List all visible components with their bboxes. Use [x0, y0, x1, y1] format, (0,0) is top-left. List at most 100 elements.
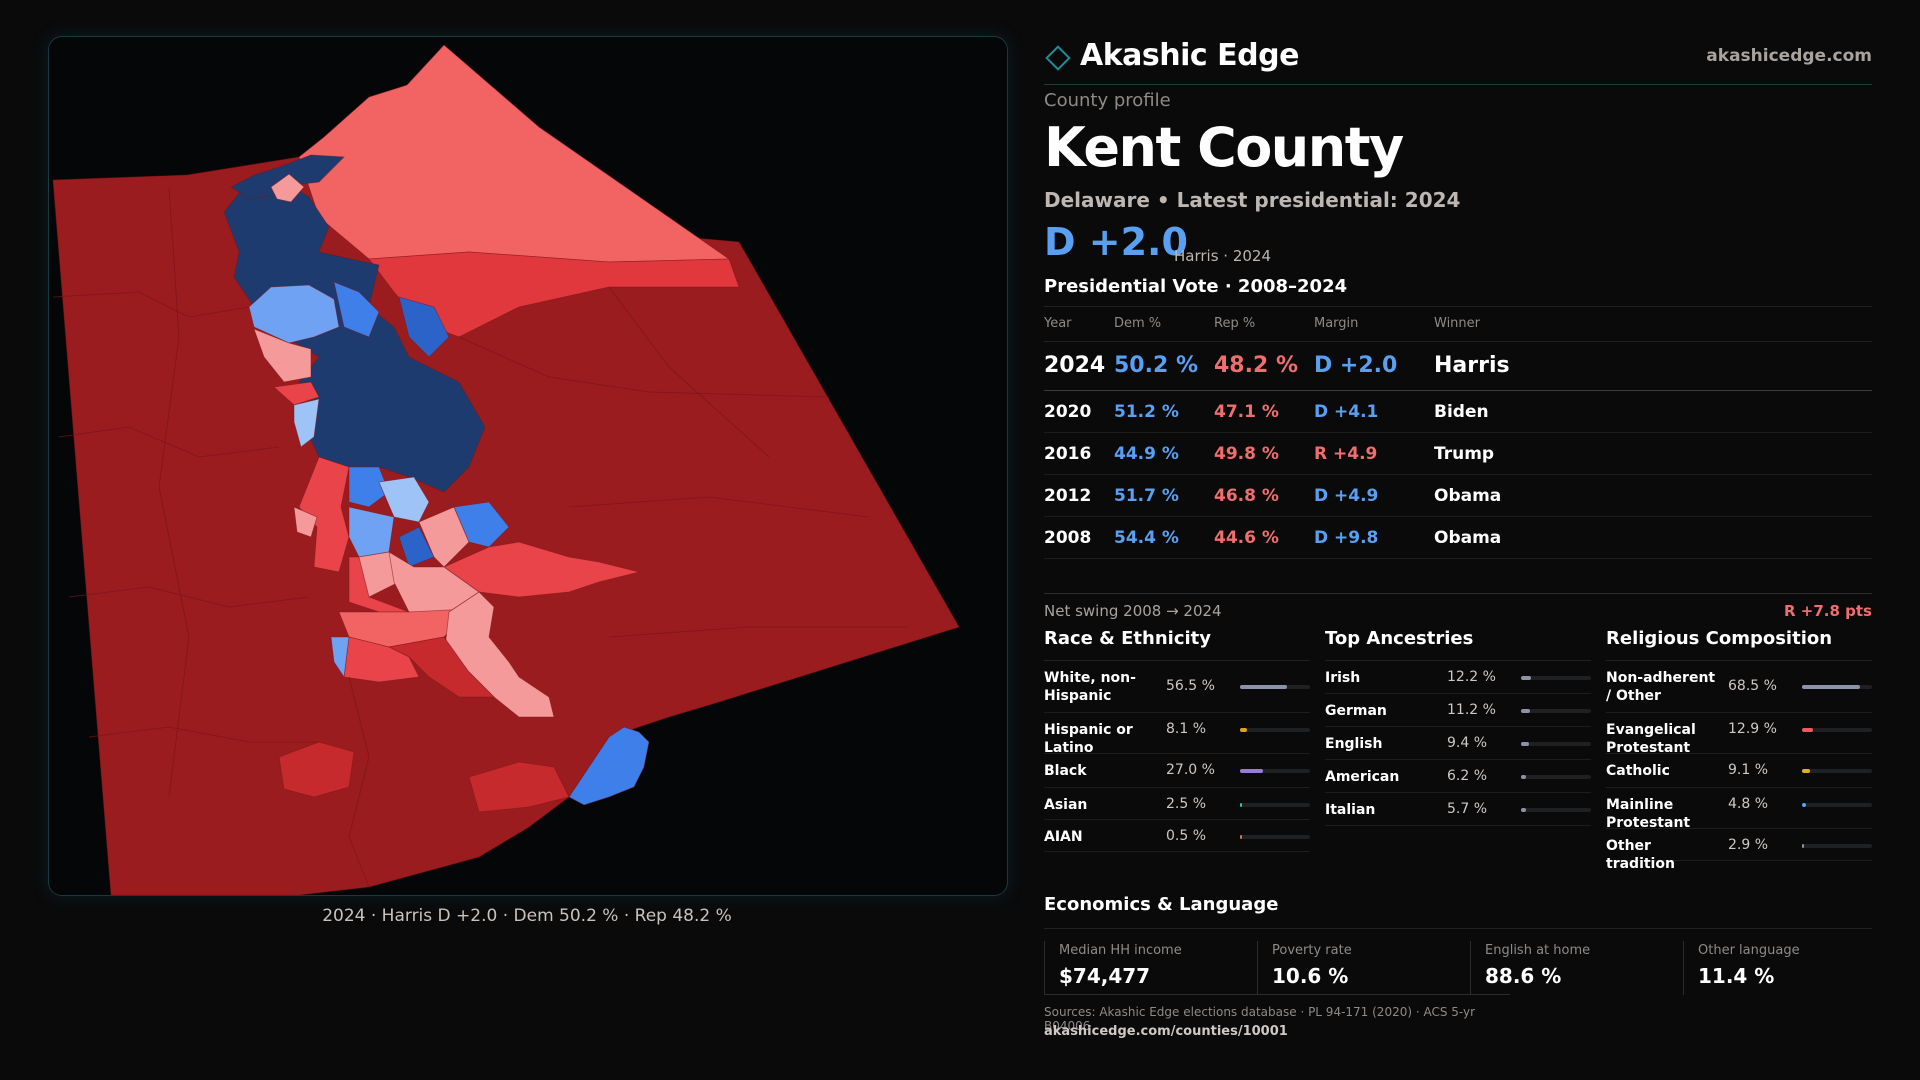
religion-pct: 2.9 % — [1728, 837, 1769, 853]
religion-bar-fill — [1802, 728, 1813, 732]
race-pct: 0.5 % — [1166, 828, 1207, 844]
ancestry-bar — [1521, 808, 1591, 812]
economics-section: Median HH income $74,477 Poverty rate 10… — [1044, 928, 1872, 1007]
precinct-likely-rep-south[interactable] — [468, 761, 570, 813]
column-header-winner: Winner — [1434, 316, 1481, 331]
diamond-logo-icon — [1045, 45, 1071, 71]
cell-margin: D +2.0 — [1314, 353, 1398, 378]
ancestry-row: German 11.2 % — [1325, 694, 1591, 727]
race-bar-fill — [1240, 835, 1242, 839]
cell-dem-pct: 44.9 % — [1114, 444, 1179, 464]
headline-margin: D +2.0 — [1044, 220, 1188, 264]
precinct-light-dem-3[interactable] — [378, 476, 430, 523]
precinct-tilt-dem-8[interactable] — [330, 636, 350, 679]
page-eyebrow: County profile — [1044, 90, 1171, 111]
religion-title: Religious Composition — [1606, 628, 1872, 661]
cell-winner: Obama — [1434, 528, 1502, 548]
ancestry-pct: 5.7 % — [1447, 801, 1488, 817]
precinct-lean-dem-east[interactable] — [398, 296, 450, 358]
cell-margin: D +9.8 — [1314, 528, 1379, 548]
precinct-light-rep-4[interactable] — [418, 506, 470, 568]
cell-rep-pct: 48.2 % — [1214, 353, 1298, 378]
race-ethnicity-title: Race & Ethnicity — [1044, 628, 1310, 661]
precinct-lean-dem-mid[interactable] — [333, 281, 380, 338]
econ-label: Other language — [1698, 943, 1800, 958]
race-pct: 27.0 % — [1166, 762, 1215, 778]
race-bar-fill — [1240, 685, 1288, 689]
race-label: White, non-Hispanic — [1044, 670, 1136, 704]
page-subtitle: Delaware • Latest presidential: 2024 — [1044, 188, 1461, 212]
county-map[interactable] — [48, 36, 1008, 896]
brand-bar: Akashic Edge akashicedge.com — [1044, 34, 1872, 85]
ancestry-pct: 9.4 % — [1447, 735, 1488, 751]
vote-table-row: 2008 54.4 % 44.6 % D +9.8 Obama — [1044, 517, 1872, 559]
ancestry-row: American 6.2 % — [1325, 760, 1591, 793]
vote-table-title: Presidential Vote · 2008–2024 — [1044, 276, 1348, 297]
cell-year: 2020 — [1044, 402, 1092, 422]
econ-value: 11.4 % — [1698, 964, 1775, 988]
precinct-lean-dem-6[interactable] — [453, 501, 510, 548]
column-header-year: Year — [1044, 316, 1072, 331]
race-bar — [1240, 835, 1310, 839]
precinct-north-tilt-rep[interactable] — [298, 44, 731, 263]
precinct-light-rep-north[interactable] — [270, 173, 305, 203]
net-swing-value: R +7.8 pts — [1784, 602, 1872, 620]
ancestry-row: Italian 5.7 % — [1325, 793, 1591, 826]
ancestry-label: English — [1325, 736, 1383, 752]
headline-margin-note: Harris · 2024 — [1174, 247, 1272, 265]
econ-label: English at home — [1485, 943, 1591, 958]
econ-label: Median HH income — [1059, 943, 1182, 958]
race-row: AIAN 0.5 % — [1044, 820, 1310, 852]
ancestry-pct: 12.2 % — [1447, 669, 1496, 685]
race-label: AIAN — [1044, 829, 1083, 845]
religion-bar — [1802, 844, 1872, 848]
cell-winner: Biden — [1434, 402, 1489, 422]
sources-note: Sources: Akashic Edge elections database… — [1044, 994, 1510, 1033]
religion-bar — [1802, 728, 1872, 732]
precinct-light-rep-2[interactable] — [293, 506, 318, 538]
race-bar-fill — [1240, 728, 1247, 732]
ancestry-bar — [1521, 709, 1591, 713]
religion-bar-fill — [1802, 685, 1860, 689]
religion-section: Religious Composition Non-adherent / Oth… — [1606, 628, 1872, 872]
precinct-map[interactable] — [49, 37, 1007, 895]
race-label: Hispanic or Latino — [1044, 722, 1133, 756]
race-ethnicity-section: Race & Ethnicity White, non-Hispanic 56.5… — [1044, 628, 1310, 852]
precinct-light-rep-1[interactable] — [253, 328, 312, 383]
precinct-lean-rep-east-spur[interactable] — [443, 541, 640, 598]
precinct-light-dem-west[interactable] — [248, 284, 340, 344]
cell-dem-pct: 54.4 % — [1114, 528, 1179, 548]
religion-pct: 9.1 % — [1728, 762, 1769, 778]
brand-url-link[interactable]: akashicedge.com — [1706, 46, 1872, 66]
cell-margin: D +4.1 — [1314, 402, 1379, 422]
ancestry-bar — [1521, 676, 1591, 680]
race-row: Hispanic or Latino 8.1 % — [1044, 713, 1310, 756]
race-bar-fill — [1240, 803, 1243, 807]
ancestry-pct: 6.2 % — [1447, 768, 1488, 784]
ancestry-pct: 11.2 % — [1447, 702, 1496, 718]
religion-row: Non-adherent / Other 68.5 % — [1606, 661, 1872, 713]
ancestry-bar-fill — [1521, 808, 1526, 812]
ancestry-label: German — [1325, 703, 1387, 719]
econ-value: 10.6 % — [1272, 964, 1349, 988]
precinct-lean-dem-3[interactable] — [348, 466, 390, 508]
religion-label: Mainline Protestant — [1606, 797, 1691, 831]
race-bar — [1240, 803, 1310, 807]
county-page-link[interactable]: akashicedge.com/counties/10001 — [1044, 1024, 1288, 1039]
ancestry-row: English 9.4 % — [1325, 727, 1591, 760]
ancestry-bar-fill — [1521, 676, 1532, 680]
vote-table-row: 2016 44.9 % 49.8 % R +4.9 Trump — [1044, 433, 1872, 475]
ancestry-label: Irish — [1325, 670, 1361, 686]
econ-label: Poverty rate — [1272, 943, 1352, 958]
race-label: Black — [1044, 763, 1087, 779]
ancestry-bar-fill — [1521, 775, 1527, 779]
precinct-likely-rep-7[interactable] — [387, 636, 495, 698]
precinct-lean-rep-1[interactable] — [273, 381, 320, 406]
precinct-lean-dem-southeast[interactable] — [568, 726, 650, 806]
precinct-light-dem-2[interactable] — [293, 398, 320, 448]
race-label: Asian — [1044, 797, 1088, 813]
religion-pct: 12.9 % — [1728, 721, 1777, 737]
cell-dem-pct: 51.7 % — [1114, 486, 1179, 506]
religion-label: Catholic — [1606, 763, 1670, 779]
page-title: Kent County — [1044, 116, 1404, 179]
